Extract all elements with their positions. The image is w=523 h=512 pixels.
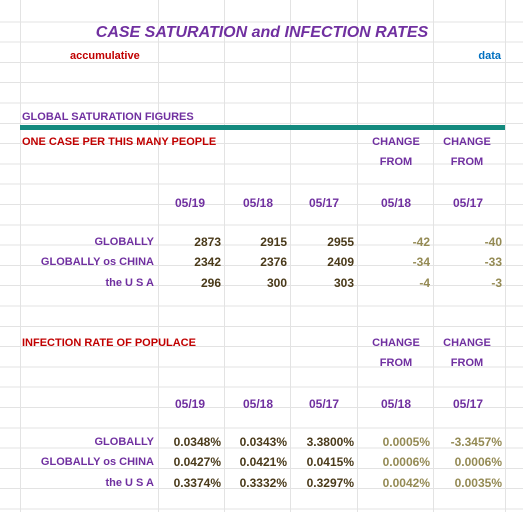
cell-value: 0.0421% — [239, 455, 287, 470]
section-label: ONE CASE PER THIS MANY PEOPLE — [22, 136, 217, 148]
column-header: FROM — [379, 357, 413, 369]
cell-value: 2915 — [260, 235, 287, 249]
date-header: 05/17 — [452, 196, 484, 210]
cell-value: 2342 — [194, 255, 221, 270]
cell-value: 300 — [266, 275, 287, 290]
date-header: 05/17 — [308, 196, 340, 210]
date-header: 05/19 — [174, 196, 206, 210]
column-line — [433, 0, 434, 512]
column-header: FROM — [450, 357, 484, 369]
date-header: 05/18 — [242, 397, 274, 411]
column-line — [158, 0, 159, 512]
cell-value: 2376 — [260, 255, 287, 270]
column-line — [290, 0, 291, 512]
date-header: 05/18 — [380, 397, 412, 411]
cell-value: 303 — [333, 275, 354, 290]
cell-value: 2955 — [327, 235, 354, 249]
cell-value: 3.3800% — [306, 435, 354, 449]
sheet-title: CASE SATURATION and INFECTION RATES — [95, 24, 429, 41]
column-header: CHANGE — [443, 136, 491, 148]
section-heading: GLOBAL SATURATION FIGURES — [22, 111, 194, 123]
cell-value: 0.0343% — [239, 435, 287, 449]
date-header: 05/17 — [308, 397, 340, 411]
cell-value: 0.0415% — [306, 455, 354, 470]
cell-value: 0.3374% — [173, 475, 221, 490]
column-header: FROM — [450, 156, 484, 168]
column-line — [20, 0, 21, 512]
column-header: CHANGE — [372, 136, 420, 148]
section-label: INFECTION RATE OF POPULACE — [22, 337, 196, 349]
column-line — [224, 0, 225, 512]
cell-value: 0.0042% — [382, 475, 430, 490]
cell-value: 2873 — [194, 235, 221, 249]
cell-value: -42 — [412, 235, 430, 249]
cell-value: 0.3297% — [306, 475, 354, 490]
cell-value: 296 — [200, 275, 221, 290]
cell-value: 0.0348% — [173, 435, 221, 449]
date-header: 05/19 — [174, 397, 206, 411]
cell-value: 0.0006% — [382, 455, 430, 470]
cell-value: 2409 — [327, 255, 354, 270]
row-label: GLOBALLY os CHINA — [40, 256, 154, 269]
cell-value: -40 — [484, 235, 502, 249]
column-header: CHANGE — [372, 337, 420, 349]
cell-value: -34 — [412, 255, 430, 270]
row-label: GLOBALLY os CHINA — [40, 456, 154, 469]
subtitle: accumulative — [70, 50, 140, 62]
cell-value: 0.0427% — [173, 455, 221, 470]
date-header: 05/18 — [380, 196, 412, 210]
column-line — [357, 0, 358, 512]
cell-value: -33 — [484, 255, 502, 270]
cell-value: -3.3457% — [450, 435, 502, 449]
column-header: CHANGE — [443, 337, 491, 349]
row-label: GLOBALLY — [94, 436, 155, 448]
cell-value: 0.0035% — [454, 475, 502, 490]
divider-bar — [20, 125, 505, 130]
cell-value: -3 — [491, 275, 502, 290]
date-header: 05/18 — [242, 196, 274, 210]
row-label: the U S A — [105, 476, 155, 489]
cell-value: -4 — [419, 275, 430, 290]
column-line — [505, 0, 506, 512]
column-header: FROM — [379, 156, 413, 168]
subtitle: data — [478, 50, 501, 62]
row-label: GLOBALLY — [94, 236, 155, 248]
cell-value: 0.3332% — [239, 475, 287, 490]
cell-value: 0.0006% — [454, 455, 502, 470]
cell-value: 0.0005% — [382, 435, 430, 449]
row-label: the U S A — [105, 276, 155, 289]
date-header: 05/17 — [452, 397, 484, 411]
